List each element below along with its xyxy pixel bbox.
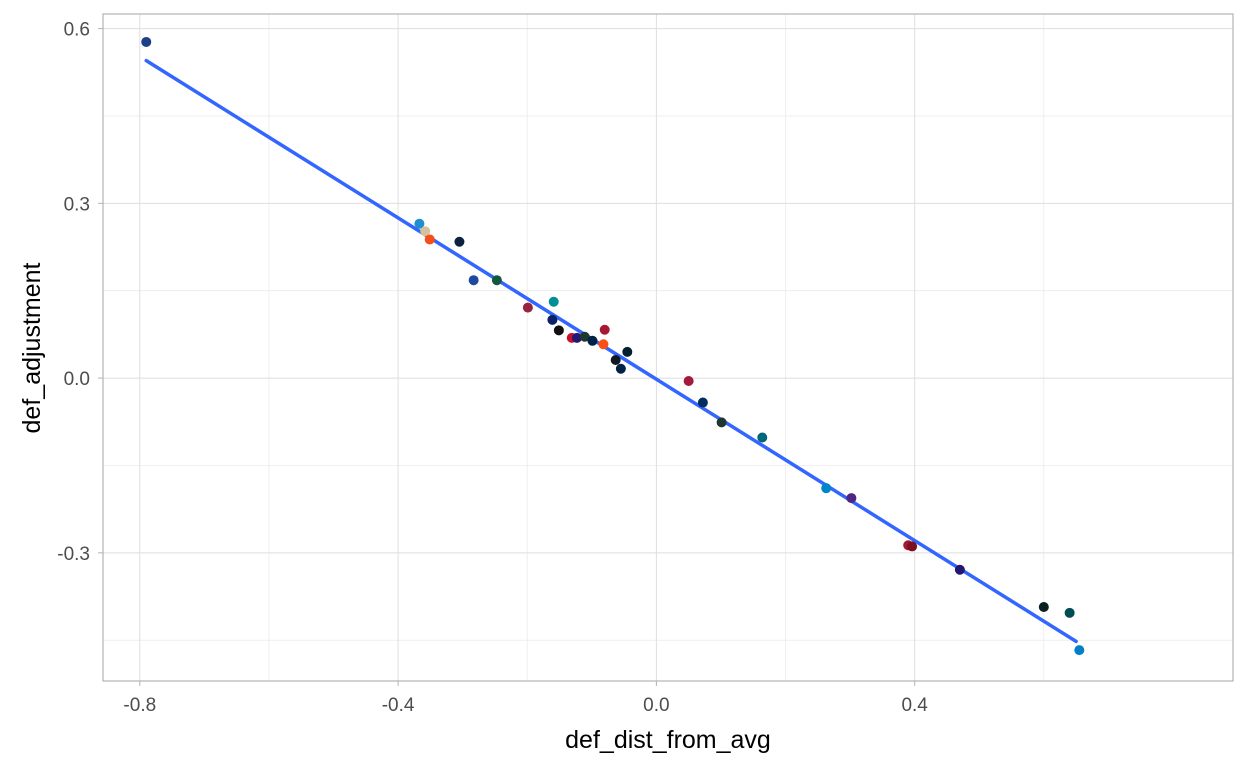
y-axis-ticks: -0.3 0.0 0.3 0.6 bbox=[57, 20, 103, 565]
data-point bbox=[610, 355, 621, 366]
data-point bbox=[522, 302, 533, 313]
data-point bbox=[1038, 602, 1049, 613]
data-point bbox=[954, 564, 965, 575]
data-point bbox=[615, 363, 626, 374]
data-point bbox=[598, 339, 609, 350]
data-point bbox=[571, 332, 582, 343]
data-point bbox=[907, 541, 918, 552]
data-point bbox=[1074, 645, 1085, 656]
x-axis-ticks: -0.8 -0.4 0.0 0.4 bbox=[123, 681, 928, 716]
data-point bbox=[454, 236, 465, 247]
minor-grid bbox=[103, 14, 1233, 681]
trend-line bbox=[144, 58, 1078, 644]
y-axis-title: def_adjustment bbox=[18, 262, 46, 433]
data-point bbox=[414, 218, 425, 229]
y-tick-label: 0.6 bbox=[64, 20, 90, 41]
data-point bbox=[599, 324, 610, 335]
data-point bbox=[420, 226, 431, 237]
data-point bbox=[1064, 607, 1075, 618]
data-point bbox=[697, 397, 708, 408]
data-point bbox=[821, 483, 832, 494]
data-point bbox=[547, 314, 558, 325]
x-tick-label: 0.4 bbox=[901, 695, 928, 716]
data-point bbox=[424, 234, 435, 245]
x-tick-label: -0.4 bbox=[382, 695, 415, 716]
data-point bbox=[553, 325, 564, 336]
data-point bbox=[622, 346, 633, 357]
x-tick-label: 0.0 bbox=[643, 695, 669, 716]
data-point bbox=[846, 493, 857, 504]
plot-background bbox=[103, 14, 1233, 681]
data-points bbox=[141, 36, 1085, 656]
y-tick-label: 0.3 bbox=[64, 194, 90, 215]
plot-border bbox=[102, 13, 1234, 682]
data-point bbox=[141, 36, 152, 47]
data-point bbox=[757, 432, 768, 443]
x-tick-label: -0.8 bbox=[123, 695, 156, 716]
data-point bbox=[587, 335, 598, 346]
y-tick-label: 0.0 bbox=[64, 369, 90, 390]
data-point bbox=[716, 417, 727, 428]
data-point bbox=[548, 296, 559, 307]
x-axis-title: def_dist_from_avg bbox=[565, 726, 771, 754]
data-point bbox=[491, 275, 502, 286]
data-point bbox=[683, 375, 694, 386]
major-grid bbox=[103, 14, 1233, 681]
data-point bbox=[579, 331, 590, 342]
y-tick-label: -0.3 bbox=[57, 544, 90, 565]
data-point bbox=[468, 275, 479, 286]
